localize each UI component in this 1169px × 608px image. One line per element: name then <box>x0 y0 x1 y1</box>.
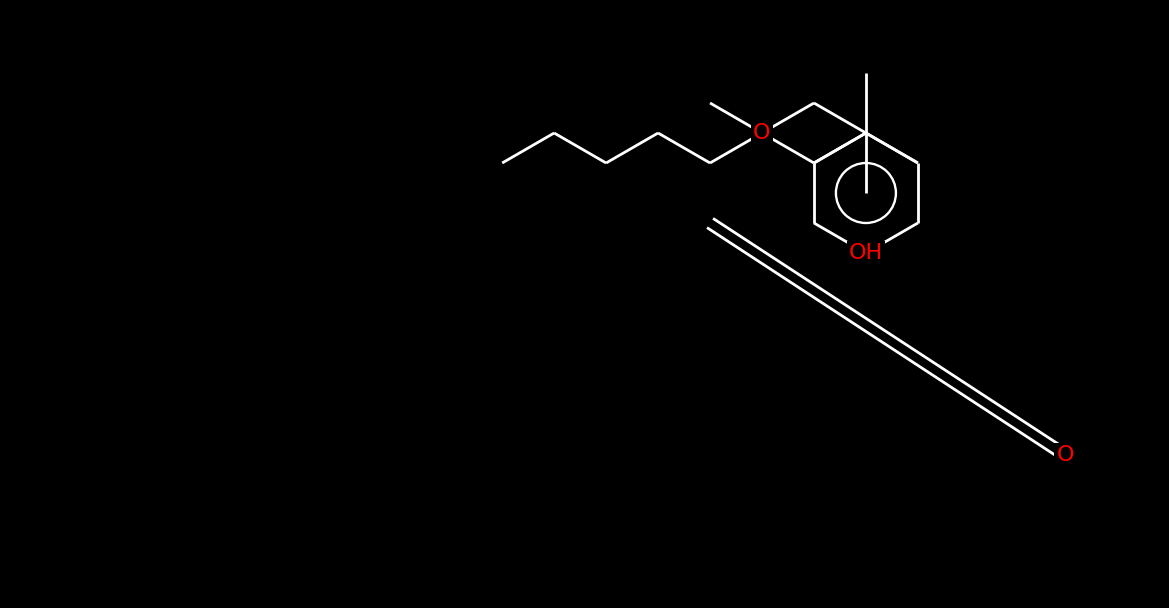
Text: O: O <box>1057 445 1074 465</box>
Text: OH: OH <box>849 243 883 263</box>
Text: O: O <box>753 123 770 143</box>
